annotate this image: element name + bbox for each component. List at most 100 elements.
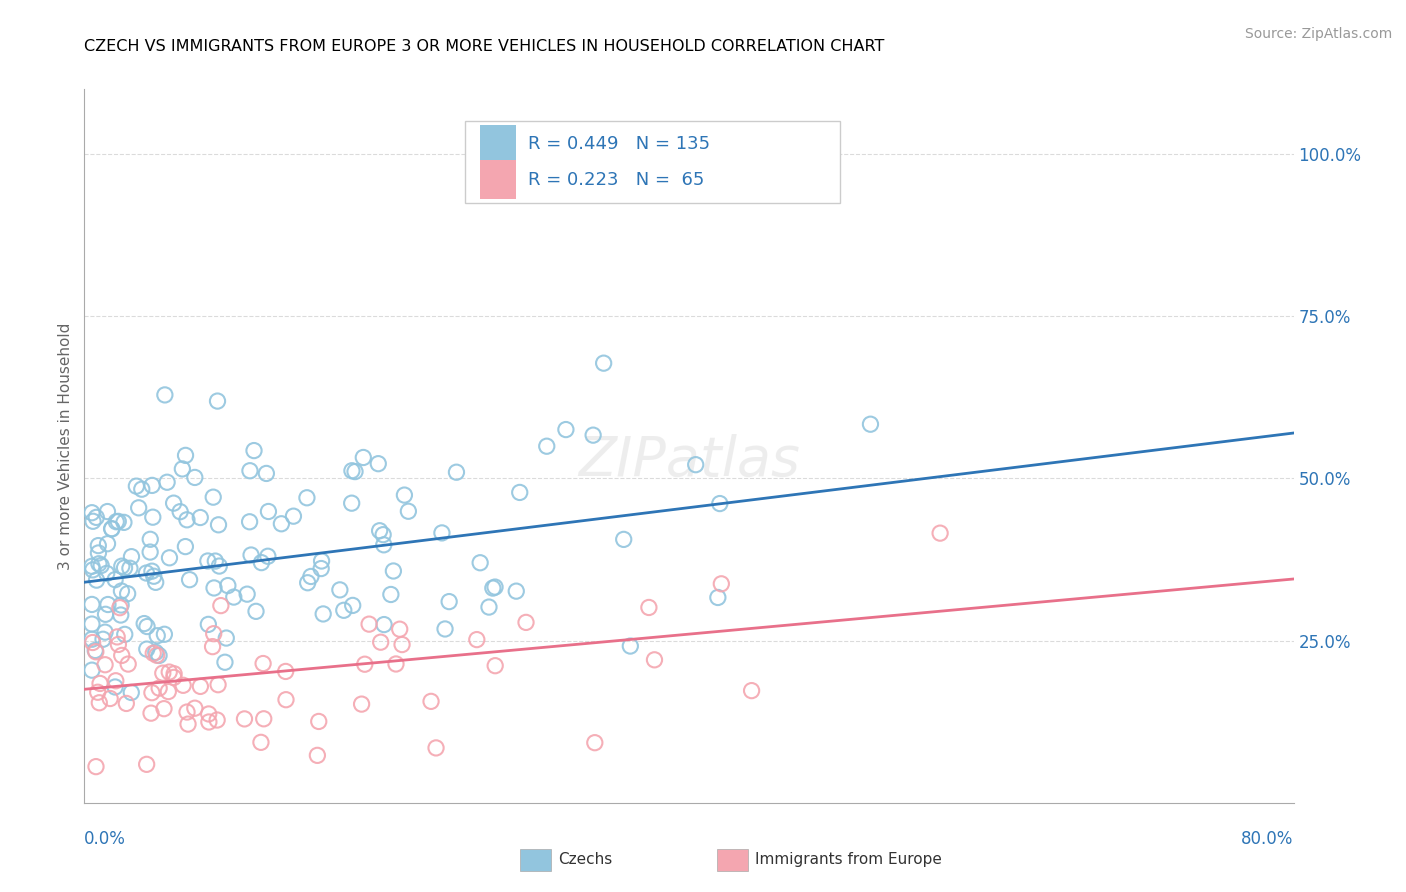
Y-axis label: 3 or more Vehicles in Household: 3 or more Vehicles in Household: [58, 322, 73, 570]
Point: [145, 645, 167, 659]
Point: [172, 678, 194, 692]
Point: [197, 617, 219, 632]
Text: R = 0.223   N =  65: R = 0.223 N = 65: [529, 171, 704, 189]
Point: [111, 648, 134, 663]
Point: [515, 615, 537, 630]
Point: [202, 490, 225, 504]
Point: [84, 759, 107, 773]
Point: [141, 686, 163, 700]
Point: [190, 680, 212, 694]
Point: [136, 619, 159, 633]
Point: [188, 510, 211, 524]
Point: [554, 423, 576, 437]
Point: [91, 632, 114, 647]
Point: [89, 676, 111, 690]
Point: [582, 428, 605, 442]
Point: [153, 627, 176, 641]
Bar: [479, 125, 516, 164]
Point: [108, 600, 131, 615]
Point: [283, 509, 305, 524]
Point: [340, 496, 363, 510]
Point: [257, 549, 280, 564]
Point: [94, 657, 117, 672]
Point: [270, 516, 292, 531]
Point: [80, 598, 103, 612]
Point: [446, 465, 468, 479]
Point: [638, 600, 661, 615]
Point: [482, 581, 505, 595]
Point: [104, 680, 127, 694]
Point: [253, 712, 276, 726]
Point: [80, 632, 103, 647]
Point: [207, 394, 229, 409]
Point: [367, 457, 389, 471]
Point: [340, 464, 363, 478]
Point: [125, 479, 148, 493]
Point: [382, 564, 405, 578]
Point: [163, 670, 186, 684]
Point: [139, 545, 162, 559]
Point: [198, 714, 221, 729]
Point: [236, 587, 259, 601]
Point: [350, 697, 373, 711]
Point: [311, 554, 333, 568]
Point: [385, 657, 408, 671]
Point: [184, 470, 207, 484]
Point: [135, 642, 157, 657]
Point: [96, 504, 118, 518]
Point: [359, 617, 381, 632]
Point: [217, 578, 239, 592]
Point: [134, 616, 156, 631]
Point: [80, 617, 103, 632]
Point: [80, 663, 103, 677]
Text: Czechs: Czechs: [558, 853, 613, 867]
Point: [370, 635, 392, 649]
Point: [707, 591, 730, 605]
Point: [240, 548, 263, 562]
Point: [146, 629, 169, 643]
Point: [179, 573, 201, 587]
Point: [430, 525, 453, 540]
Point: [505, 584, 527, 599]
Point: [741, 683, 763, 698]
Point: [118, 561, 141, 575]
Point: [87, 685, 110, 699]
Point: [128, 500, 150, 515]
Point: [394, 488, 416, 502]
Point: [425, 740, 447, 755]
Point: [373, 527, 395, 541]
Point: [333, 603, 356, 617]
Point: [295, 491, 318, 505]
Point: [84, 510, 107, 524]
Point: [929, 526, 952, 541]
Point: [174, 540, 197, 554]
Point: [434, 622, 457, 636]
Point: [115, 697, 138, 711]
Point: [859, 417, 882, 432]
Point: [87, 539, 110, 553]
Point: [391, 638, 413, 652]
Point: [107, 515, 129, 529]
Point: [174, 449, 197, 463]
Point: [380, 587, 402, 601]
Point: [239, 515, 262, 529]
Point: [142, 646, 165, 660]
Point: [172, 462, 194, 476]
Point: [135, 757, 157, 772]
Point: [97, 598, 120, 612]
FancyBboxPatch shape: [465, 121, 841, 203]
Point: [536, 439, 558, 453]
Point: [214, 655, 236, 669]
Point: [197, 554, 219, 568]
Point: [388, 622, 411, 636]
Point: [100, 522, 122, 536]
Point: [104, 673, 127, 688]
Point: [153, 701, 176, 715]
Point: [209, 599, 232, 613]
Point: [205, 713, 228, 727]
Point: [139, 533, 162, 547]
Point: [131, 482, 153, 496]
Point: [110, 607, 132, 622]
Point: [82, 514, 104, 528]
Point: [84, 645, 107, 659]
